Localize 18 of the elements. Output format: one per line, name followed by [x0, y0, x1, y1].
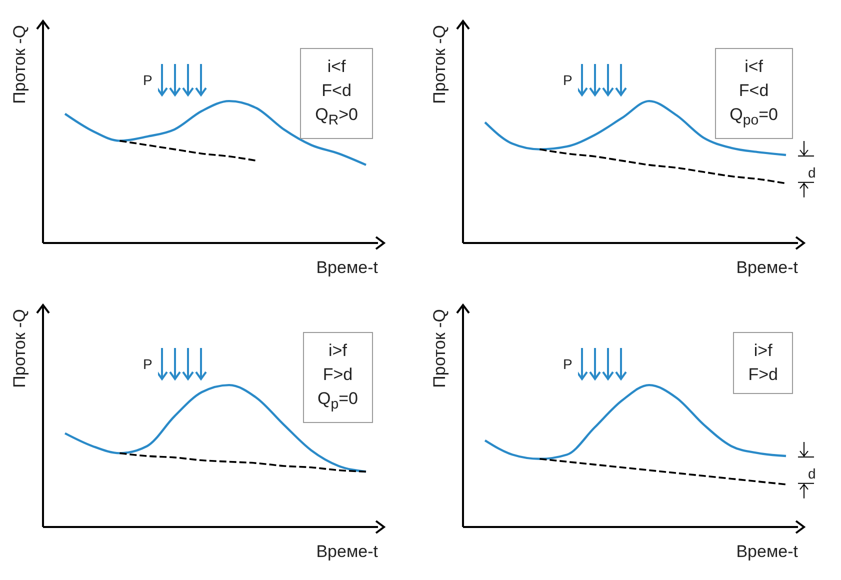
x-axis-title: Време-t — [316, 542, 378, 561]
y-axis-title: Проток -Q — [430, 25, 449, 104]
text: P — [563, 72, 572, 88]
text: P — [563, 356, 572, 372]
y-axis-title: Проток -Q — [10, 309, 29, 388]
annotation: i<f F<d Q$_{ро}$=0 — [714, 48, 793, 140]
y-axis-title: Проток -Q — [430, 309, 449, 388]
x-axis-title: Време-t — [736, 542, 798, 561]
y-axis-title: Проток -Q — [10, 25, 29, 104]
x-axis-title: Време-t — [316, 258, 378, 277]
annotation: i<f F<d Q$_{R}$>0 — [300, 48, 373, 140]
text: d — [808, 465, 816, 482]
annotation: i>f F>d Q$_{р}$=0 — [302, 332, 373, 424]
text: i>f F>d — [733, 332, 793, 394]
text: d — [808, 164, 816, 180]
text: P — [143, 356, 152, 372]
text: P — [143, 72, 152, 88]
x-axis-title: Време-t — [736, 258, 798, 277]
